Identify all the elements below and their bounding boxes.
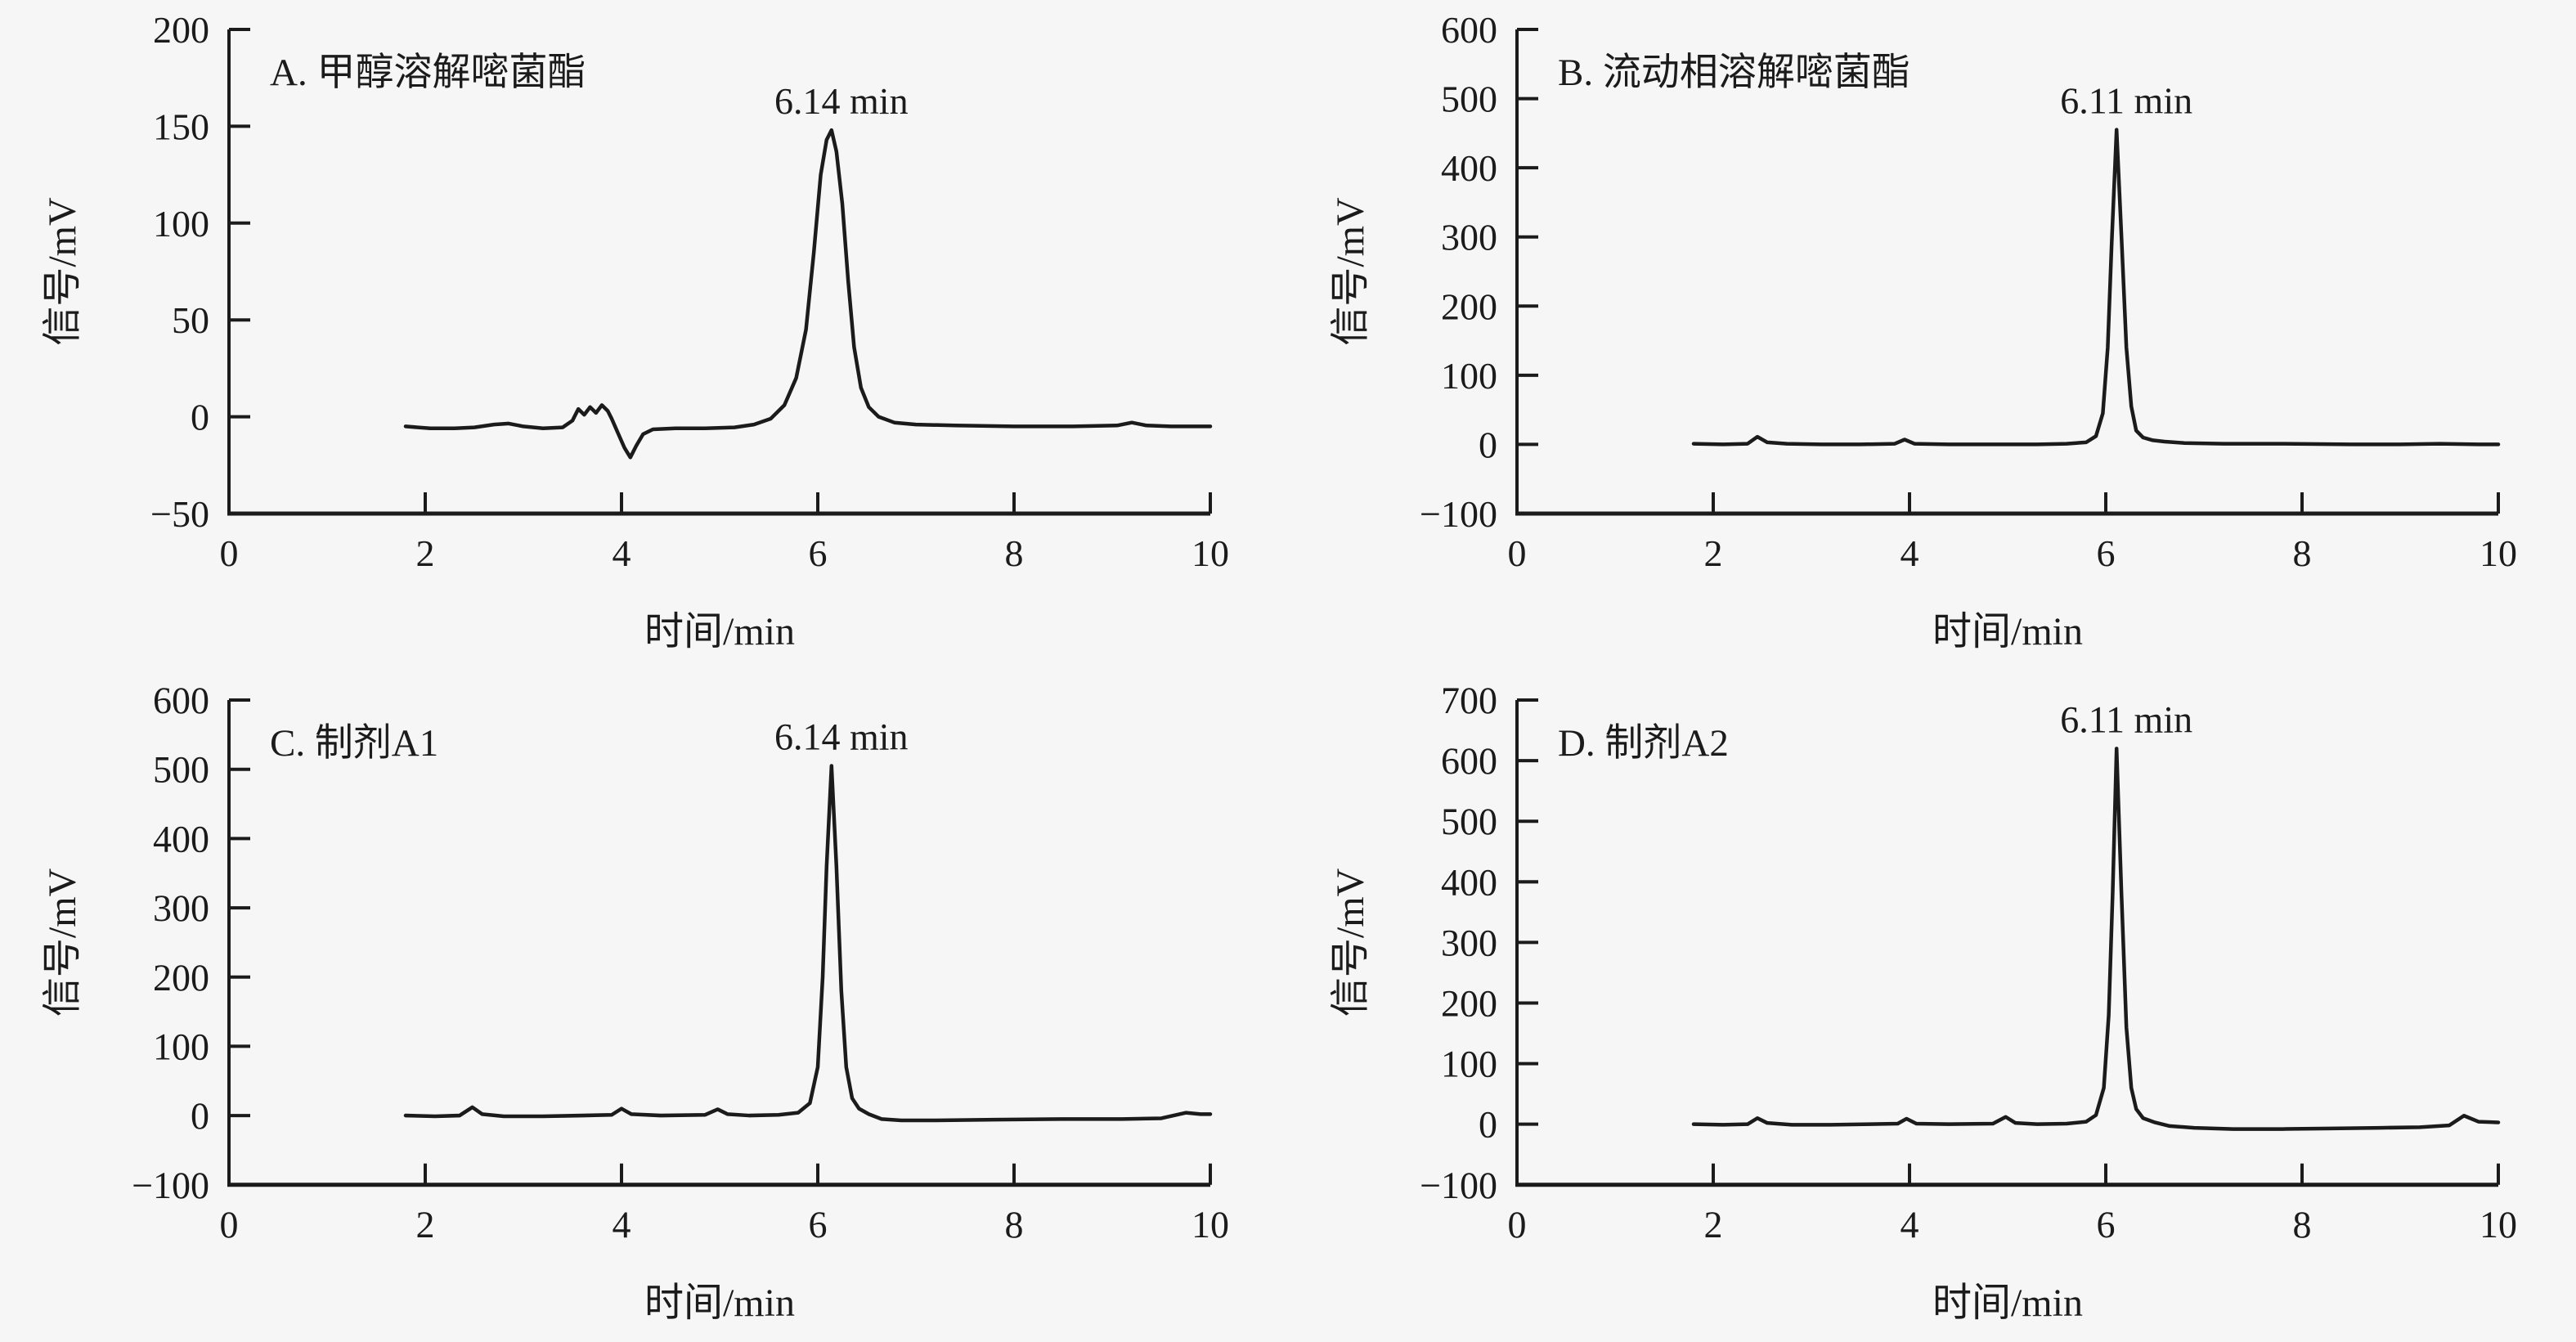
y-tick-label: 400 [1441,147,1497,189]
y-axis-title: 信号/mV [41,868,84,1017]
y-tick-label: 0 [191,1095,209,1137]
y-tick-label: 600 [153,680,209,721]
y-tick-label: 200 [153,957,209,999]
y-axis-title: 信号/mV [1329,197,1372,346]
x-tick-label: 8 [1005,532,1024,574]
peak-label: 6.11 min [2060,80,2192,122]
y-tick-label: 600 [1441,9,1497,51]
plot-area: −50 0 50 100 150 200 0 2 4 6 8 10 [150,9,1229,574]
y-tick-label: 50 [172,299,209,341]
y-tick-label: 100 [153,203,209,245]
x-tick-label: 0 [220,532,239,574]
signal-trace [403,128,1213,460]
y-tick-label: 200 [153,9,209,51]
x-tick-label: 8 [2293,532,2312,574]
y-tick-label: 0 [1479,1104,1497,1146]
y-tick-label: 100 [153,1026,209,1067]
y-tick-label: 150 [153,105,209,147]
peak-label: 6.14 min [774,80,909,122]
y-tick-label: 0 [1479,424,1497,465]
y-tick-label: 200 [1441,285,1497,327]
y-tick-label: 500 [1441,79,1497,120]
y-axis-title: 信号/mV [41,197,84,346]
y-tick-label: 400 [1441,861,1497,903]
y-tick-label: 200 [1441,982,1497,1024]
x-tick-label: 10 [1192,1204,1229,1246]
chromatogram-A: −50 0 50 100 150 200 0 2 4 6 8 10 信号/mV 时间/min A. 甲… [41,9,1229,653]
y-tick-label: 100 [1441,355,1497,397]
panel-title: B. 流动相溶解嘧菌酯 [1558,52,1910,94]
y-tick-label: 300 [153,887,209,929]
x-tick-label: 0 [1508,532,1527,574]
x-tick-label: 4 [612,1204,631,1246]
x-tick-label: 6 [809,532,828,574]
x-tick-label: 6 [808,1204,827,1246]
x-tick-label: 0 [1507,1204,1526,1246]
peak-label: 6.14 min [774,716,909,757]
panel-title: A. 甲醇溶解嘧菌酯 [270,52,586,94]
x-tick-label: 10 [2480,1204,2517,1246]
y-tick-label: −100 [1420,493,1497,535]
x-tick-label: 4 [613,532,631,574]
y-tick-label: −100 [1420,1165,1497,1206]
x-tick-label: 4 [1900,1204,1919,1246]
peak-label: 6.11 min [2060,698,2192,740]
x-tick-label: 6 [2097,532,2116,574]
x-axis-title: 时间/min [1932,1281,2083,1325]
panel-C: −100 0 100 200 300 400 500 600 0 2 4 6 8 10 信号/mV 时间/… [0,671,1288,1342]
x-tick-label: 2 [416,532,435,574]
x-tick-label: 4 [1901,532,1919,574]
y-tick-label: 400 [153,818,209,860]
x-tick-label: 2 [1704,532,1723,574]
signal-trace [1691,128,2501,447]
x-tick-label: 2 [415,1204,434,1246]
y-tick-label: 500 [153,749,209,791]
plot-area: −100 0 100 200 300 400 500 600 0 2 4 6 8 10 [1420,9,2517,574]
panel-D: −100 0 100 200 300 400 500 600 700 0 2 4 6 8 10 信号/mV … [1288,671,2576,1342]
y-tick-label: 100 [1441,1044,1497,1085]
signal-trace [403,764,1213,1123]
panel-title: C. 制剂A1 [270,722,438,765]
panel-A: −50 0 50 100 150 200 0 2 4 6 8 10 信号/mV 时间/min A. 甲… [0,0,1288,671]
y-tick-label: 600 [1441,740,1497,782]
y-axis-title: 信号/mV [1329,868,1372,1017]
y-tick-label: 300 [1441,922,1497,963]
x-axis-title: 时间/min [644,610,795,653]
x-tick-label: 0 [219,1204,238,1246]
x-tick-label: 10 [1192,532,1229,574]
y-tick-label: 500 [1441,801,1497,842]
y-tick-label: 700 [1441,680,1497,721]
x-axis-title: 时间/min [644,1281,795,1325]
panel-B: −100 0 100 200 300 400 500 600 0 2 4 6 8 10 信号/mV 时间/… [1288,0,2576,671]
x-axis-title: 时间/min [1932,610,2083,653]
y-tick-label: −50 [150,493,209,535]
y-tick-label: −100 [132,1165,209,1206]
chromatogram-B: −100 0 100 200 300 400 500 600 0 2 4 6 8 10 信号/mV 时间/… [1329,9,2517,653]
x-tick-label: 2 [1703,1204,1722,1246]
x-tick-label: 10 [2480,532,2517,574]
x-tick-label: 8 [2292,1204,2311,1246]
x-tick-label: 8 [1004,1204,1023,1246]
signal-trace [1691,747,2501,1131]
y-tick-label: 0 [191,397,209,438]
x-tick-label: 6 [2096,1204,2115,1246]
y-tick-label: 300 [1441,217,1497,258]
panel-title: D. 制剂A2 [1558,722,1729,765]
